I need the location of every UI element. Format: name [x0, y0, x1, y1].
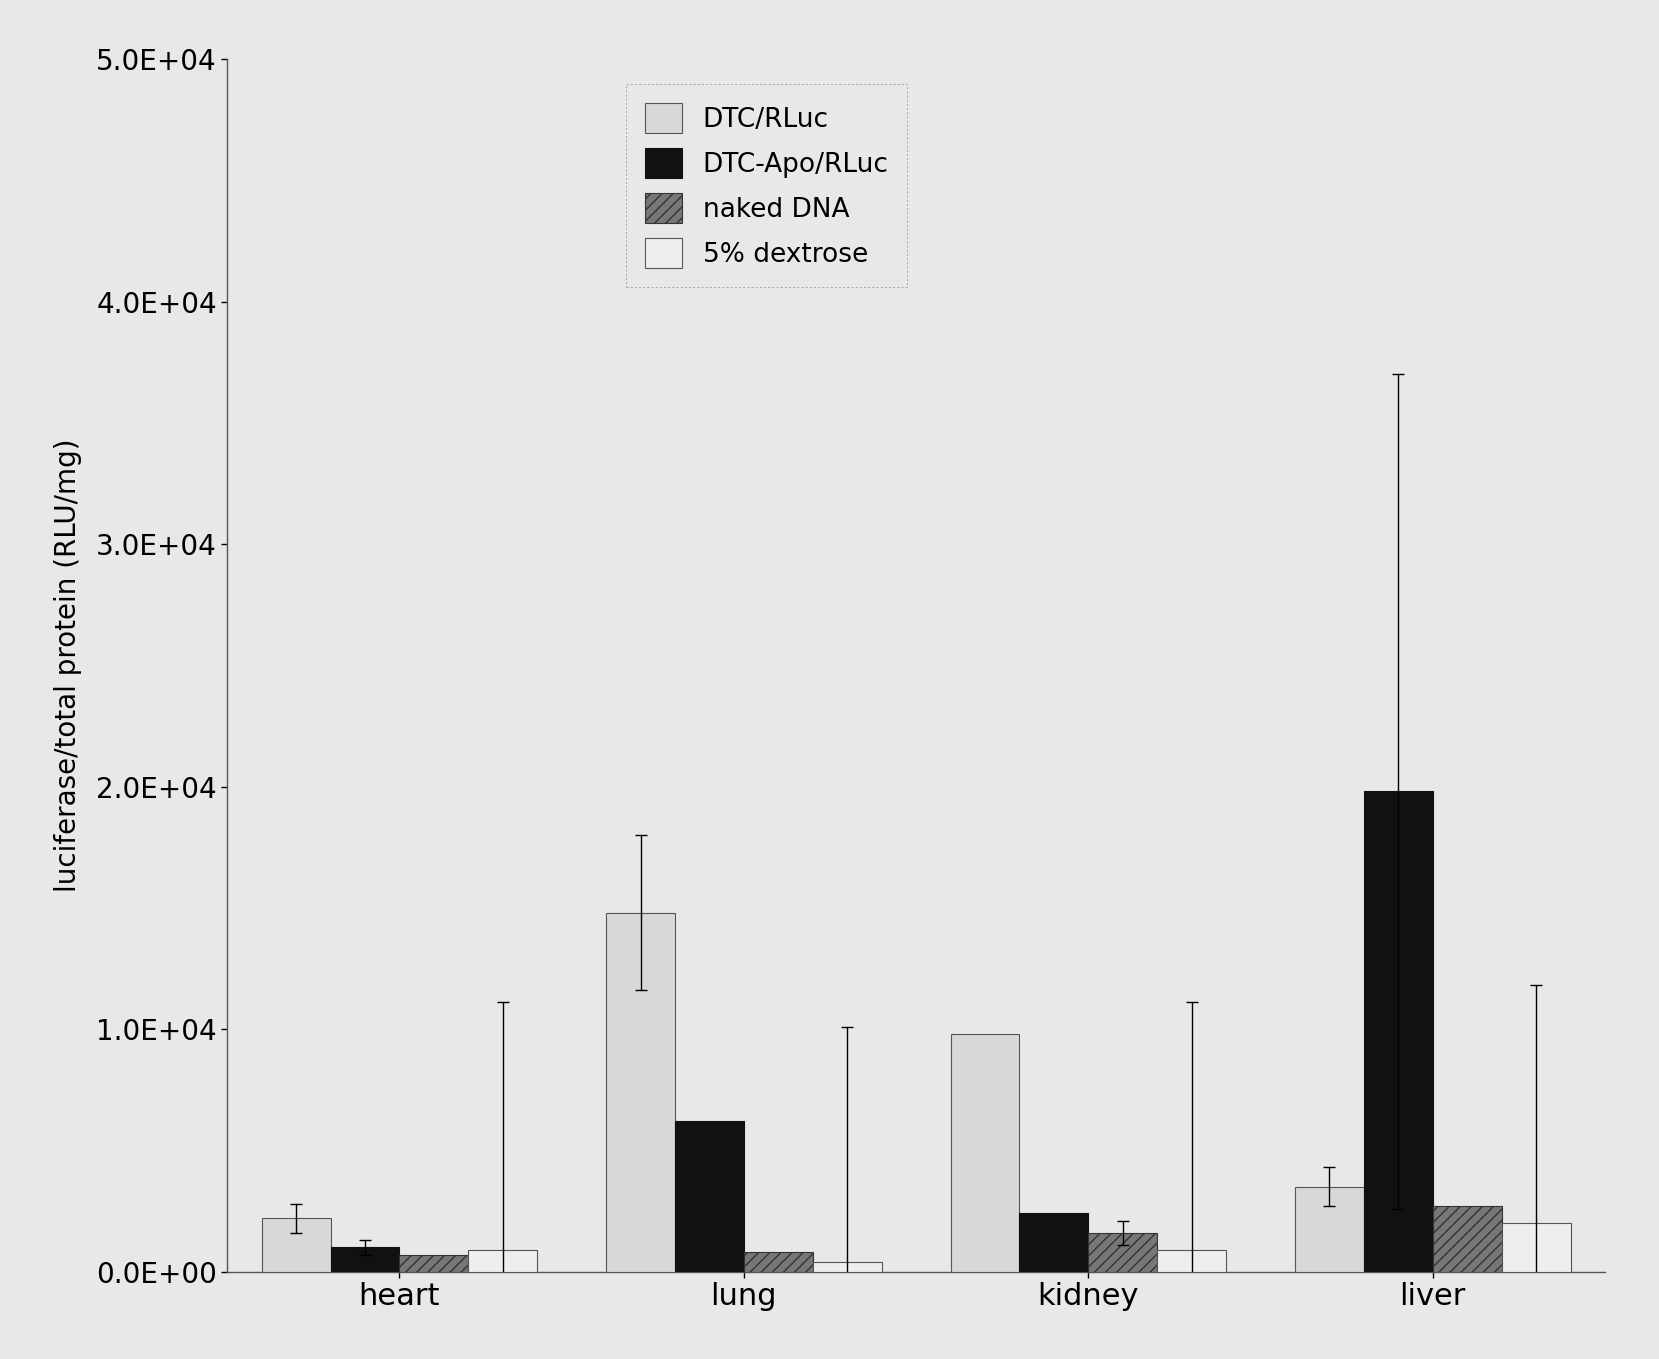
Bar: [1296, 1186, 1364, 1272]
Bar: [675, 1121, 743, 1272]
Bar: [1158, 1250, 1226, 1272]
Bar: [951, 1034, 1019, 1272]
Bar: [1364, 791, 1433, 1272]
Bar: [813, 1263, 881, 1272]
Bar: [743, 1252, 813, 1272]
Bar: [400, 1254, 468, 1272]
Bar: [330, 1248, 400, 1272]
Bar: [468, 1250, 538, 1272]
Legend: DTC/RLuc, DTC-Apo/RLuc, naked DNA, 5% dextrose: DTC/RLuc, DTC-Apo/RLuc, naked DNA, 5% de…: [625, 84, 907, 287]
Bar: [1433, 1205, 1501, 1272]
Y-axis label: luciferase/total protein (RLU/mg): luciferase/total protein (RLU/mg): [55, 439, 81, 892]
Bar: [262, 1218, 330, 1272]
Bar: [1501, 1223, 1571, 1272]
Bar: [606, 913, 675, 1272]
Bar: [1088, 1233, 1158, 1272]
Bar: [1019, 1214, 1088, 1272]
